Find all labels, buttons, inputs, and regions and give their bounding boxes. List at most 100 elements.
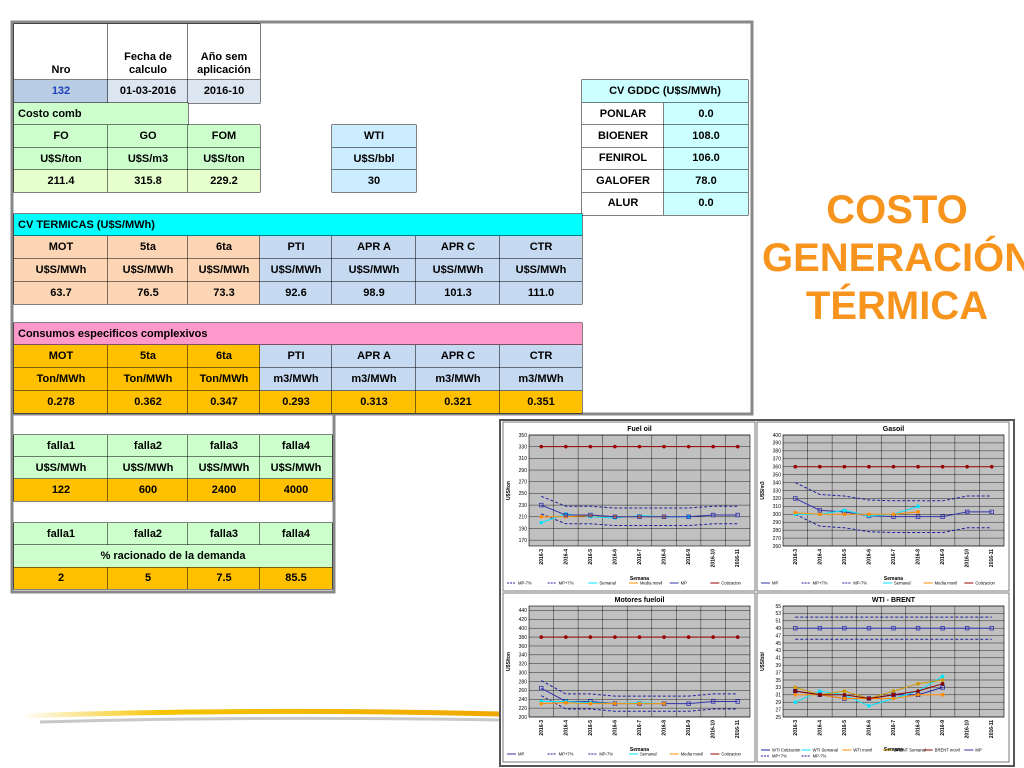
y-tick-label: 280	[519, 679, 528, 685]
plot-area	[528, 605, 751, 718]
value-cell: 108.0	[664, 125, 748, 148]
header-cell: PTI	[260, 345, 332, 368]
header-cell: 5ta	[108, 345, 188, 368]
value-cell: 101.3	[416, 282, 500, 304]
x-tick-label: 2016-11	[989, 549, 995, 567]
legend-label: MP+7%	[559, 581, 574, 586]
value-cell: 01-03-2016	[108, 80, 188, 103]
marker	[964, 509, 970, 515]
header-cell: APR C	[416, 236, 500, 259]
marker	[915, 625, 921, 631]
marker	[613, 444, 617, 449]
x-tick-label: 2016-8	[916, 549, 922, 565]
marker	[588, 444, 593, 449]
unit-cell: U$S/MWh	[14, 259, 108, 282]
value-cell: 92.6	[260, 282, 332, 304]
header-cell: 5ta	[108, 236, 188, 259]
header-cell: falla4	[260, 523, 332, 545]
x-tick-label: 2016-11	[735, 720, 741, 738]
marker	[817, 508, 823, 513]
marker	[793, 700, 798, 704]
marker	[891, 625, 896, 631]
legend-label: WTI Cotizacion	[772, 748, 801, 753]
x-tick-label: 2016-6	[612, 549, 618, 565]
y-tick-label: 210	[519, 515, 528, 521]
header-cell: MOT	[14, 345, 108, 368]
marker	[686, 444, 691, 449]
value-cell: 111.0	[500, 282, 582, 304]
series-line	[795, 513, 992, 534]
y-tick-label: 330	[773, 488, 782, 494]
x-tick-label: 2016-9	[940, 720, 946, 736]
label-cell: ALUR	[582, 192, 664, 215]
y-tick-label: 260	[773, 544, 782, 550]
value-cell: 106.0	[664, 147, 748, 171]
series-line	[795, 511, 919, 515]
marker	[818, 693, 822, 697]
x-tick-label: 2016-4	[563, 720, 569, 736]
value-cell: 2	[14, 567, 108, 589]
value-cell: 0.0	[664, 192, 748, 215]
y-tick-label: 250	[519, 491, 528, 497]
x-tick-label: 2016-4	[563, 549, 569, 565]
x-tick-label: 2016-9	[686, 549, 692, 565]
value-cell: 0.347	[188, 391, 260, 413]
legend-label: Semanal	[894, 581, 911, 586]
unit-cell: U$S/m3	[108, 148, 188, 170]
marker	[539, 444, 544, 449]
y-tick-label: 320	[773, 496, 782, 502]
marker	[662, 635, 666, 639]
value-cell: 211.4	[14, 170, 108, 192]
x-tick-label: 2016-6	[866, 549, 872, 565]
unit-cell: U$S/bbl	[332, 148, 416, 170]
marker	[818, 512, 822, 517]
x-tick-label: 2016-8	[662, 720, 668, 736]
legend-label: MP	[681, 581, 687, 586]
x-tick-label: 2016-3	[539, 720, 545, 736]
y-tick-label: 240	[519, 697, 528, 703]
marker	[686, 701, 691, 706]
y-axis-label: U$S/ton	[506, 481, 512, 500]
unit-cell: Ton/MWh	[14, 368, 108, 391]
legend-label: MP-7%	[853, 581, 867, 586]
marker	[637, 701, 642, 706]
marker	[710, 512, 716, 518]
header-cell: 6ta	[188, 345, 260, 368]
plot-area	[782, 605, 1005, 718]
value-cell: 30	[332, 170, 416, 192]
legend-label: Semanal	[640, 752, 657, 757]
value-cell: 0.362	[108, 391, 188, 413]
unit-cell: m3/MWh	[332, 368, 416, 391]
marker	[686, 514, 691, 519]
x-tick-label: 2016-10	[965, 720, 971, 739]
unit-cell: U$S/MWh	[332, 259, 416, 282]
y-tick-label: 31	[775, 693, 781, 699]
y-tick-label: 360	[773, 465, 782, 471]
series-line	[541, 513, 738, 527]
legend-label: Media movil	[681, 752, 703, 757]
series-line	[541, 495, 738, 509]
chart-title: Motores fueloil	[615, 597, 665, 604]
legend-label: MP	[772, 581, 778, 586]
legend-label: MP-7%	[813, 754, 827, 759]
value-cell: 132	[14, 80, 108, 103]
y-tick-label: 25	[775, 715, 781, 721]
value-cell: 7.5	[188, 567, 260, 589]
header-cell: FOM	[188, 125, 260, 148]
marker	[940, 514, 945, 519]
header-cell: APR C	[416, 345, 500, 368]
sheet-border	[10, 414, 336, 594]
header-cell: falla4	[260, 435, 332, 457]
y-tick-label: 280	[773, 528, 782, 534]
x-tick-label: 2016-7	[891, 549, 897, 565]
value-cell: 4000	[260, 479, 332, 501]
plot-area	[528, 434, 751, 547]
legend-label: MP+7%	[772, 754, 787, 759]
marker	[564, 635, 568, 639]
unit-cell: U$S/MWh	[188, 457, 260, 479]
section-title: CV TERMICAS (U$S/MWh)	[14, 214, 582, 236]
series-line	[541, 680, 738, 697]
x-tick-label: 2016-8	[916, 720, 922, 736]
